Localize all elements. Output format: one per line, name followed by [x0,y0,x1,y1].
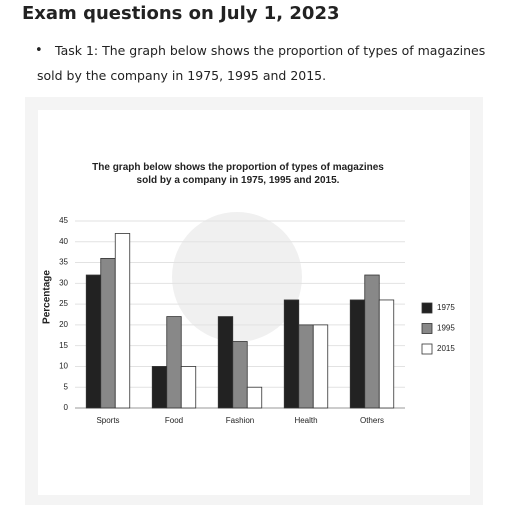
bar [283,299,300,409]
legend-swatch [421,323,433,334]
chart-title: The graph below shows the proportion of … [92,162,384,186]
bar [85,274,102,409]
bar [349,299,366,409]
x-tick-label: Health [294,416,317,425]
bar [166,316,182,409]
y-tick-label: 20 [59,320,68,329]
heading: Exam questions on July 1, 2023 [22,3,340,24]
legend-swatch [421,302,433,314]
legend-label: 1975 [437,303,455,312]
bar [246,386,263,409]
y-tick-label: 10 [59,362,68,371]
y-axis-label: Percentage [42,270,53,324]
y-tick-label: 0 [64,403,69,412]
bar [378,299,395,409]
legend-swatch [421,343,433,355]
x-tick-label: Others [360,416,384,425]
y-tick-label: 40 [59,237,68,246]
x-tick-label: Sports [96,416,119,425]
bullet: • [35,43,43,58]
y-tick-label: 5 [64,382,69,391]
x-tick-label: Fashion [226,416,254,425]
legend-label: 1995 [437,324,455,333]
bar [100,257,116,409]
y-tick-label: 35 [59,258,68,267]
x-tick-label: Food [165,416,183,425]
task-text: Task 1: The graph below shows the propor… [37,43,486,83]
bar [114,233,131,409]
y-tick-label: 25 [59,299,68,308]
bar [232,341,248,409]
bar [180,366,197,409]
y-tick-label: 45 [59,216,68,225]
bar [151,366,168,409]
bar [298,324,314,409]
y-tick-label: 30 [59,278,68,287]
legend-label: 2015 [437,344,455,353]
y-tick-label: 15 [59,341,68,350]
bar [217,316,234,409]
bar [312,324,329,409]
bar [364,274,380,409]
watermark [172,212,302,342]
